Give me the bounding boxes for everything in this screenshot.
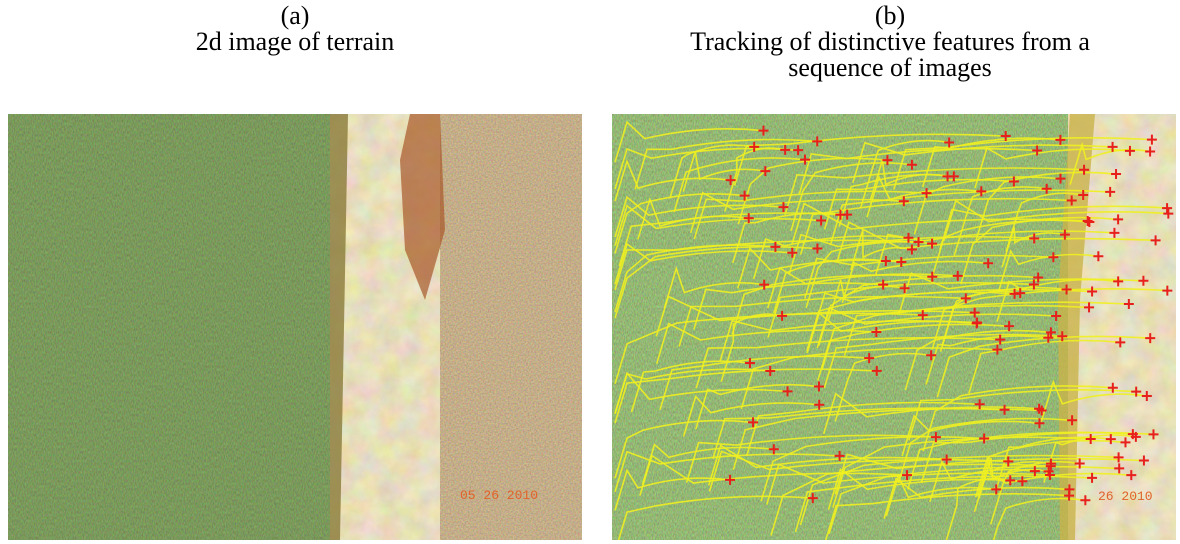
panel-caption: 2d image of terrain [196, 27, 395, 56]
figure: (a) 2d image of terrain 05 26 2010 (b) T… [0, 0, 1180, 544]
date-stamp: 05 26 2010 [460, 488, 538, 503]
panel-label: (b) [875, 1, 905, 30]
terrain-image: 05 26 2010 [8, 114, 582, 540]
panel-label: (a) [281, 1, 310, 30]
panel-caption: Tracking of distinctive features from a [690, 27, 1090, 56]
panel-caption: sequence of images [788, 53, 992, 82]
date-stamp: 26 2010 [1098, 489, 1153, 504]
tracking-image: 26 2010 [612, 114, 1176, 544]
